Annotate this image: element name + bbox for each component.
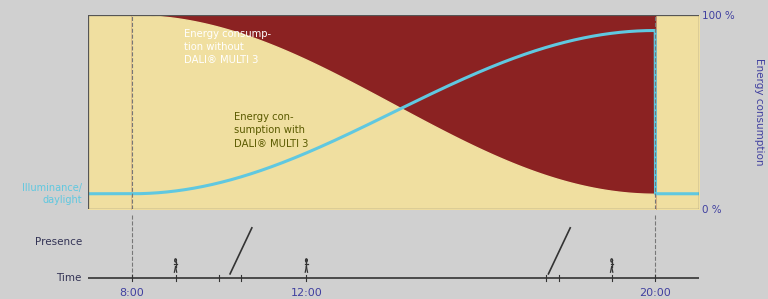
Text: Energy con-
sumption with
DALI® MULTI 3: Energy con- sumption with DALI® MULTI 3: [234, 112, 309, 149]
Text: Energy consump-
tion without
DALI® MULTI 3: Energy consump- tion without DALI® MULTI…: [184, 28, 271, 65]
Text: Illuminance/
daylight: Illuminance/ daylight: [22, 183, 81, 205]
Text: 12:00: 12:00: [290, 288, 323, 298]
Text: Time: Time: [56, 273, 81, 283]
Text: Presence: Presence: [35, 237, 81, 247]
Text: 8:00: 8:00: [120, 288, 144, 298]
Text: 20:00: 20:00: [640, 288, 671, 298]
Y-axis label: Energy consumption: Energy consumption: [754, 58, 764, 166]
